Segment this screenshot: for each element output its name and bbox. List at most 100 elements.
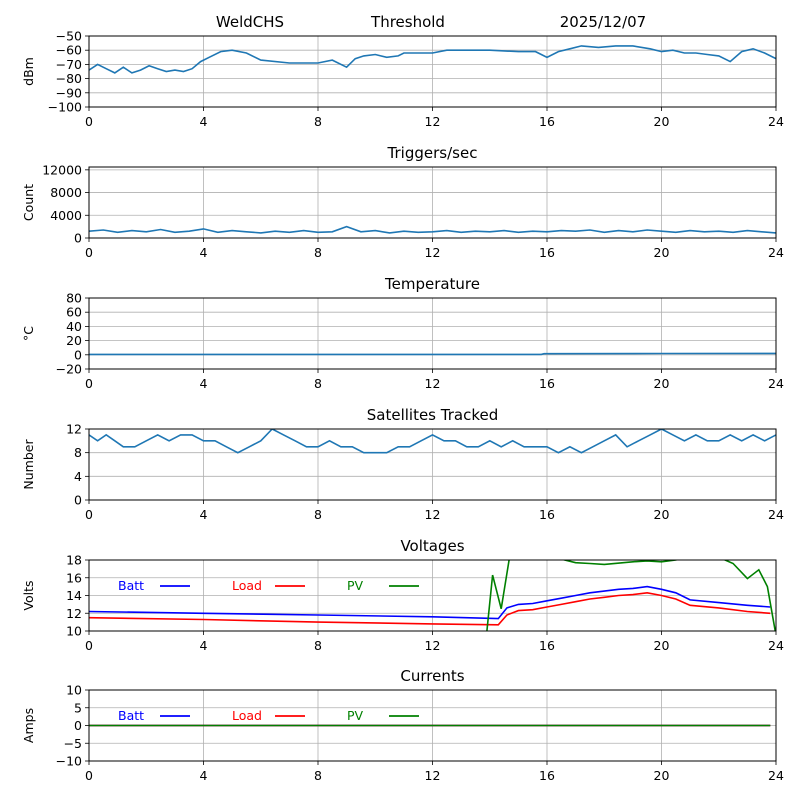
y-axis-label: dBm [21,57,36,86]
x-tick-label: 12 [425,376,441,391]
x-tick-label: 16 [539,638,555,653]
y-axis-label: °C [21,326,36,341]
series-line-0 [89,45,776,74]
chart-panel-5: 0 4 8 12 16 20 24 −10 −5 0 5 10 Currents Amps Batt Load… [21,667,784,783]
header-date: 2025/12/07 [560,13,646,31]
y-tick-label: −90 [56,85,82,100]
x-tick-label: 4 [200,507,208,522]
x-tick-label: 20 [654,507,670,522]
chart-panel-3: 0 4 8 12 16 20 24 0 4 8 12 Satellites Tracked Number [21,406,784,522]
series-line-batt [89,585,771,620]
y-axis-label: Amps [21,708,36,743]
x-tick-label: 16 [539,114,555,129]
legend-label-batt: Batt [118,708,144,723]
y-tick-label: 14 [66,588,82,603]
panel-title: Triggers/sec [387,144,478,162]
y-tick-label: 40 [66,319,82,334]
x-tick-label: 24 [768,768,784,783]
y-axis-label: Count [21,184,36,221]
x-tick-label: 8 [314,768,322,783]
x-tick-label: 24 [768,376,784,391]
x-tick-label: 8 [314,638,322,653]
x-tick-label: 0 [85,245,93,260]
panel-title: Currents [400,667,464,685]
x-tick-label: 16 [539,507,555,522]
x-tick-label: 24 [768,114,784,129]
legend-label-load: Load [232,708,262,723]
y-tick-label: 80 [66,291,82,306]
x-tick-label: 12 [425,245,441,260]
x-tick-label: 12 [425,507,441,522]
x-tick-label: 24 [768,245,784,260]
x-tick-label: 12 [425,768,441,783]
y-tick-label: −20 [56,362,82,377]
x-tick-label: 20 [654,768,670,783]
y-tick-label: 0 [74,493,82,508]
y-tick-label: 18 [66,553,82,568]
y-tick-label: 0 [74,718,82,733]
chart-panel-4: 0 4 8 12 16 20 24 10 12 14 16 18 Voltages Volts Batt Lo… [21,537,784,653]
x-tick-label: 8 [314,114,322,129]
x-tick-label: 12 [425,638,441,653]
x-tick-label: 8 [314,376,322,391]
y-tick-label: 8000 [50,185,82,200]
y-tick-label: 4 [74,469,82,484]
y-tick-label: −80 [56,71,82,86]
y-tick-label: 8 [74,445,82,460]
x-tick-label: 16 [539,376,555,391]
x-tick-label: 4 [200,638,208,653]
x-tick-label: 20 [654,638,670,653]
legend-label-batt: Batt [118,578,144,593]
y-tick-label: 12 [66,422,82,437]
y-tick-label: 10 [66,683,82,698]
y-tick-label: −100 [48,100,82,115]
x-tick-label: 24 [768,638,784,653]
x-tick-label: 8 [314,245,322,260]
legend-label-load: Load [232,578,262,593]
chart-panel-0: 0 4 8 12 16 20 24 −100−90−80−70−60−50 dBm [21,29,784,130]
y-tick-label: 0 [74,231,82,246]
x-tick-label: 20 [654,245,670,260]
series-line-pv [486,560,776,631]
y-tick-label: 16 [66,570,82,585]
y-tick-label: 5 [74,700,82,715]
x-tick-label: 20 [654,114,670,129]
x-tick-label: 20 [654,376,670,391]
y-tick-label: 4000 [50,208,82,223]
series-line-0 [89,429,776,454]
x-tick-label: 0 [85,114,93,129]
y-tick-label: −70 [56,57,82,72]
x-tick-label: 0 [85,638,93,653]
panel-title: Voltages [400,537,464,555]
series-line-0 [89,352,776,356]
panel-title: Temperature [384,275,480,293]
y-tick-label: −50 [56,29,82,44]
y-tick-label: 60 [66,305,82,320]
y-tick-label: 12 [66,606,82,621]
x-tick-label: 8 [314,507,322,522]
y-tick-label: −60 [56,43,82,58]
series-line-load [89,591,771,626]
legend-label-pv: PV [347,578,364,593]
y-tick-label: 20 [66,333,82,348]
y-tick-label: 0 [74,347,82,362]
x-tick-label: 16 [539,245,555,260]
y-tick-label: −10 [56,754,82,769]
y-axis-label: Volts [21,580,36,610]
x-tick-label: 4 [200,245,208,260]
x-tick-label: 0 [85,376,93,391]
header-mode: Threshold [370,13,445,31]
x-tick-label: 16 [539,768,555,783]
x-tick-label: 0 [85,507,93,522]
x-tick-label: 4 [200,768,208,783]
x-tick-label: 0 [85,768,93,783]
series-line-0 [89,225,776,234]
x-tick-label: 4 [200,114,208,129]
legend-label-pv: PV [347,708,364,723]
x-tick-label: 24 [768,507,784,522]
chart-panel-1: 0 4 8 12 16 20 24 0 4000 8000 12000 Triggers/sec Cou… [21,144,784,260]
y-tick-label: 10 [66,624,82,639]
y-tick-label: −5 [64,736,82,751]
